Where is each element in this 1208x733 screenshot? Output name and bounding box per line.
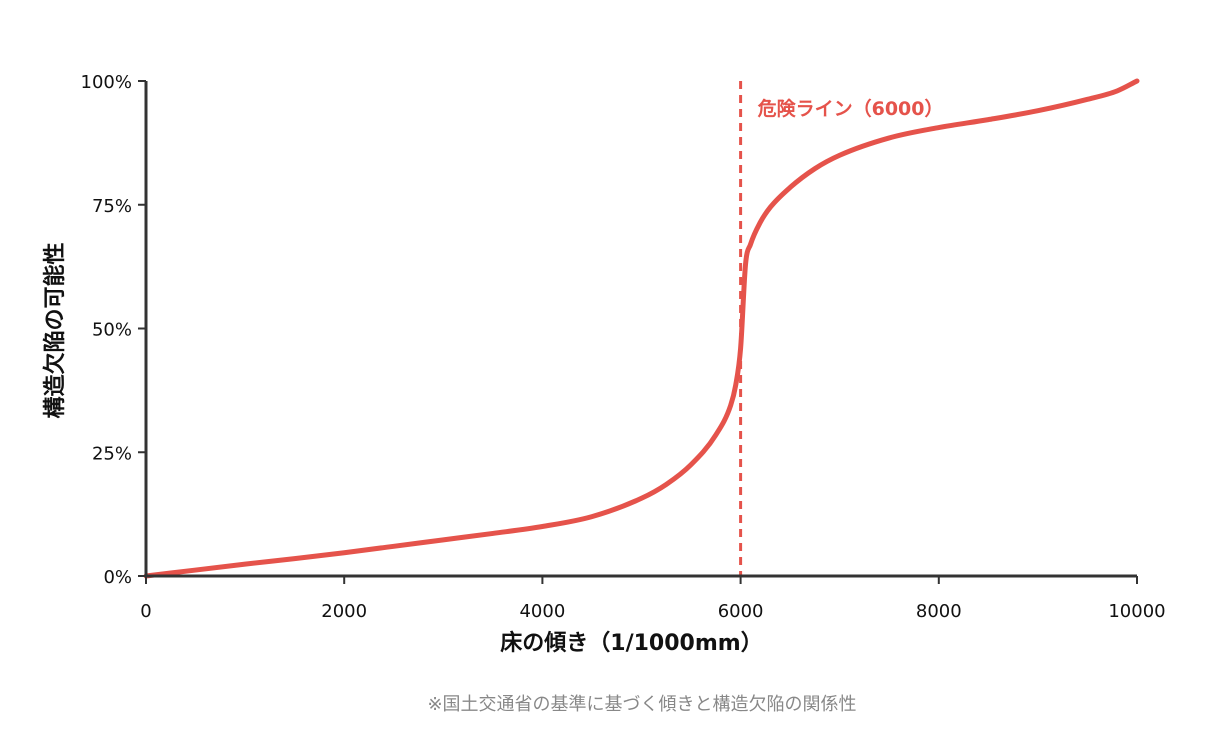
series-layer [143,78,1140,579]
y-axis-ticks: 0% 25% 50% 75% 100% [81,72,146,588]
x-tick-label: 0 [140,601,151,622]
chart-footnote: ※国土交通省の基準に基づく傾きと構造欠陥の関係性 [427,694,856,715]
x-tick-label: 2000 [321,601,367,622]
x-tick-label: 8000 [916,601,962,622]
y-axis-title: 構造欠陥の可能性 [42,242,68,418]
y-tick-label: 100% [81,72,132,93]
y-tick-label: 50% [92,320,132,341]
series-line [143,78,1140,579]
danger-line-label: 危険ライン（6000） [758,97,944,120]
x-axis-title: 床の傾き（1/1000mm） [500,630,762,656]
y-tick-label: 75% [92,196,132,217]
axes-layer [144,81,1137,578]
x-axis-ticks: 0 2000 4000 6000 8000 10000 [140,576,1166,622]
x-tick-label: 6000 [718,601,764,622]
x-tick-label: 10000 [1108,601,1165,622]
x-tick-label: 4000 [519,601,565,622]
y-tick-label: 0% [103,567,132,588]
y-tick-label: 25% [92,443,132,464]
